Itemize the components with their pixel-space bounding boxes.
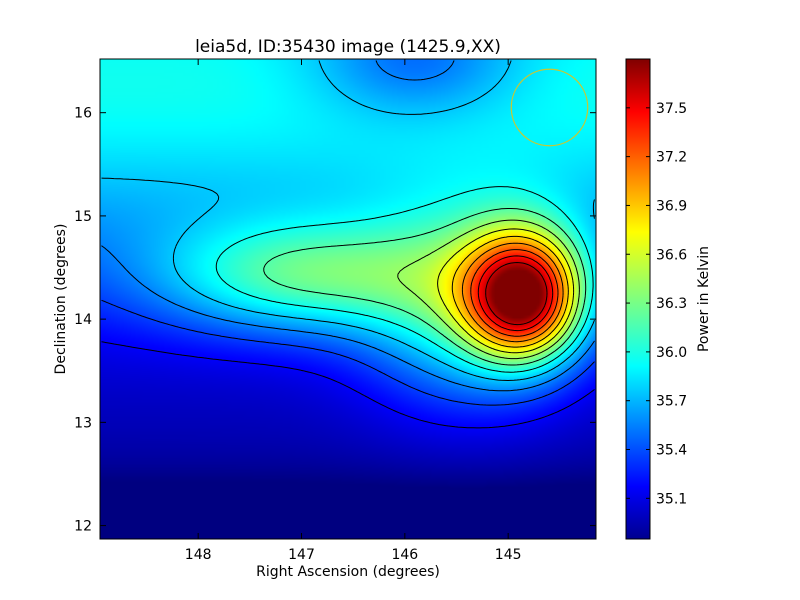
contour-line [397, 219, 580, 360]
contour-line [461, 242, 564, 343]
colorbar-tick-label: 35.1 [656, 491, 687, 507]
x-axis-label: Right Ascension (degrees) [256, 564, 440, 580]
heatmap-area [100, 59, 596, 539]
colorbar-ticks: 35.1 35.4 35.7 36.0 36.3 36.6 36.9 37.2 37.5 [626, 101, 687, 507]
y-tick-label: 14 [74, 312, 92, 328]
colorbar-tick-label: 36.3 [656, 296, 687, 312]
contour-line [215, 186, 594, 373]
y-tick-label: 12 [74, 519, 92, 535]
contour-line [101, 60, 595, 381]
colorbar-tick-label: 37.2 [656, 150, 687, 166]
plot-frame [99, 58, 597, 540]
contour-line [101, 60, 595, 392]
beam-circle [510, 68, 589, 147]
colorbar-tick-label: 36.6 [656, 247, 687, 263]
colorbar [625, 58, 651, 540]
colorbar-tick-label: 36.9 [656, 198, 687, 214]
colorbar-tick-label: 35.7 [656, 394, 687, 410]
y-axis-label: Declination (degrees) [53, 224, 69, 375]
colorbar-tick-label: 35.4 [656, 443, 687, 459]
x-axis-ticks: 148 147 146 145 [185, 59, 522, 563]
contour-line [101, 341, 595, 429]
y-tick-label: 13 [74, 415, 92, 431]
x-tick-label: 148 [185, 547, 212, 563]
contour-lines [101, 60, 595, 429]
contour-line [477, 255, 554, 332]
y-tick-label: 16 [74, 106, 92, 122]
contour-line [451, 235, 569, 348]
contour-line [263, 208, 587, 366]
contour-line [470, 249, 559, 337]
y-axis-ticks: 12 13 14 15 16 [74, 106, 596, 535]
x-tick-label: 146 [391, 547, 418, 563]
colorbar-tick-label: 37.5 [656, 101, 687, 117]
heatmap-image [100, 59, 596, 539]
contour-line [101, 299, 595, 406]
x-tick-label: 145 [495, 547, 522, 563]
chart-title: leia5d, ID:35430 image (1425.9,XX) [195, 37, 501, 57]
colorbar-tick-label: 36.0 [656, 345, 687, 361]
contour-line [437, 228, 575, 354]
contour-line [485, 262, 548, 326]
colorbar-label: Power in Kelvin [696, 246, 712, 352]
y-tick-label: 15 [74, 209, 92, 225]
x-tick-label: 147 [288, 547, 315, 563]
